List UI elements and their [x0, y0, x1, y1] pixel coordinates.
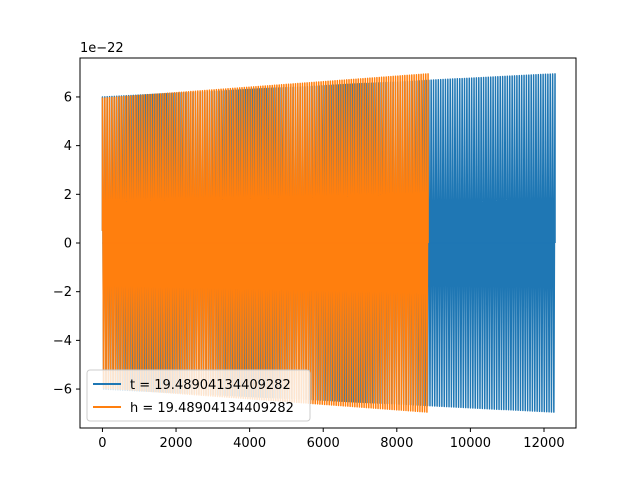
- y-tick-label: −6: [53, 383, 72, 398]
- legend-label-t: t = 19.48904134409282: [130, 378, 291, 393]
- legend-box: [86, 369, 311, 422]
- x-tick-label: 4000: [233, 436, 266, 451]
- x-axis: 0 2000 4000 6000 8000 10000 12000: [98, 428, 565, 451]
- y-axis: −6 −4 −2 0 2 4 6: [53, 90, 80, 398]
- y-tick-label: 6: [64, 90, 72, 105]
- series-line-h: [101, 73, 429, 413]
- series-layer: [101, 73, 556, 413]
- x-tick-label: 0: [98, 436, 106, 451]
- x-tick-label: 10000: [450, 436, 491, 451]
- plot-area: [101, 73, 556, 413]
- y-tick-label: 2: [64, 188, 72, 203]
- y-tick-label: 4: [64, 139, 72, 154]
- x-tick-label: 12000: [523, 436, 564, 451]
- y-tick-label: −2: [53, 285, 72, 300]
- y-tick-label: 0: [64, 237, 72, 252]
- x-tick-label: 2000: [159, 436, 192, 451]
- legend-label-h: h = 19.48904134409282: [130, 401, 294, 416]
- x-tick-label: 8000: [380, 436, 413, 451]
- legend: t = 19.48904134409282 h = 19.48904134409…: [86, 369, 311, 422]
- y-offset-label: 1e−22: [80, 41, 124, 56]
- x-tick-label: 6000: [307, 436, 340, 451]
- y-tick-label: −4: [53, 334, 72, 349]
